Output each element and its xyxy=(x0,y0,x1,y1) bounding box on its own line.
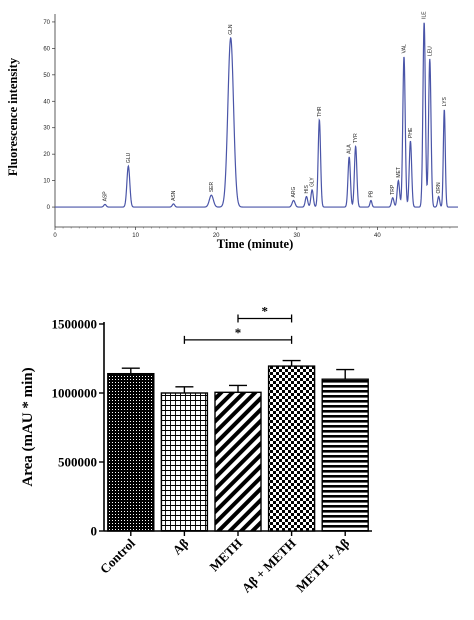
y-tick-label: 0 xyxy=(47,205,51,211)
x-tick-label: 10 xyxy=(132,233,139,239)
y-tick-label: 0 xyxy=(91,524,98,539)
peak-label-orn: ORN xyxy=(436,182,442,194)
peak-label-asp: ASP xyxy=(102,191,108,202)
chromatogram-x-axis-label: Time (minute) xyxy=(217,237,294,251)
peak-label-trp: TRP xyxy=(390,184,396,195)
peak-label-tyr: TYR xyxy=(353,133,359,143)
y-tick-label: 50 xyxy=(43,73,50,79)
peak-label-leu: LEU xyxy=(427,46,433,56)
x-tick-label: Control xyxy=(97,535,138,576)
peak-label-ser: SER xyxy=(209,181,215,192)
y-tick-label: 30 xyxy=(43,126,50,132)
peak-label-pb: PB xyxy=(368,190,374,197)
x-tick-label: 40 xyxy=(374,233,381,239)
y-tick-label: 1500000 xyxy=(52,317,98,332)
significance-marker: * xyxy=(262,303,269,318)
peak-label-asn: ASN xyxy=(171,190,177,201)
peak-label-ala: ALA xyxy=(347,144,353,154)
y-tick-label: 40 xyxy=(43,99,50,105)
peak-label-gln: GLN xyxy=(228,24,234,35)
peak-label-arg: ARG xyxy=(291,187,297,198)
x-tick-label: Aβ xyxy=(169,535,191,557)
y-tick-label: 10 xyxy=(43,179,50,185)
bar-3 xyxy=(214,391,262,532)
bar-chart-y-ticks: 0 500000 1000000 1500000 xyxy=(52,317,104,539)
peak-label-val: VAL xyxy=(401,44,407,53)
x-tick-label: 0 xyxy=(53,233,57,239)
peak-label-phe: PHE xyxy=(408,127,414,138)
bar-5 xyxy=(321,378,369,532)
chromatogram-y-ticks: 0 10 20 30 40 50 60 70 xyxy=(43,20,55,211)
peak-label-thr: THR xyxy=(317,106,323,117)
peak-label-ile: ILE xyxy=(422,11,428,19)
chromatogram-trace xyxy=(55,22,458,208)
bar-chart-y-axis-label: Area (mAU * min) xyxy=(20,367,36,486)
bar-1 xyxy=(107,372,155,532)
x-tick-label: 20 xyxy=(213,233,220,239)
x-tick-label: Aβ + METH xyxy=(239,536,299,596)
x-tick-label: METH xyxy=(206,536,245,575)
chromatogram-chart: 0 10 20 30 40 50 60 70 0 10 20 30 40 ASP GLU ASN SER GL… xyxy=(6,11,458,251)
chromatogram-x-ticks: 0 10 20 30 40 xyxy=(53,227,451,239)
bar-series xyxy=(107,365,369,532)
y-tick-label: 1000000 xyxy=(52,386,98,401)
y-tick-label: 70 xyxy=(43,20,50,26)
significance-brackets: ** xyxy=(183,303,293,344)
x-tick-label: METH + Aβ xyxy=(293,535,353,595)
peak-label-gly: GLY xyxy=(310,177,316,187)
y-tick-label: 500000 xyxy=(58,455,97,470)
peak-label-lys: LYS xyxy=(442,96,448,106)
peak-label-met: MET xyxy=(396,167,402,178)
y-tick-label: 60 xyxy=(43,46,50,52)
significance-marker: * xyxy=(235,325,242,340)
peak-label-his: HIS xyxy=(304,184,310,193)
x-tick-label: 30 xyxy=(293,233,300,239)
chromatogram-y-axis-label: Fluorescence intensity xyxy=(6,57,20,176)
bar-4 xyxy=(267,365,316,532)
error-bars xyxy=(121,359,355,393)
bar-2 xyxy=(160,392,209,532)
y-tick-label: 20 xyxy=(43,152,50,158)
peak-label-glu: GLU xyxy=(126,152,132,163)
chromatogram-axes xyxy=(54,14,458,228)
